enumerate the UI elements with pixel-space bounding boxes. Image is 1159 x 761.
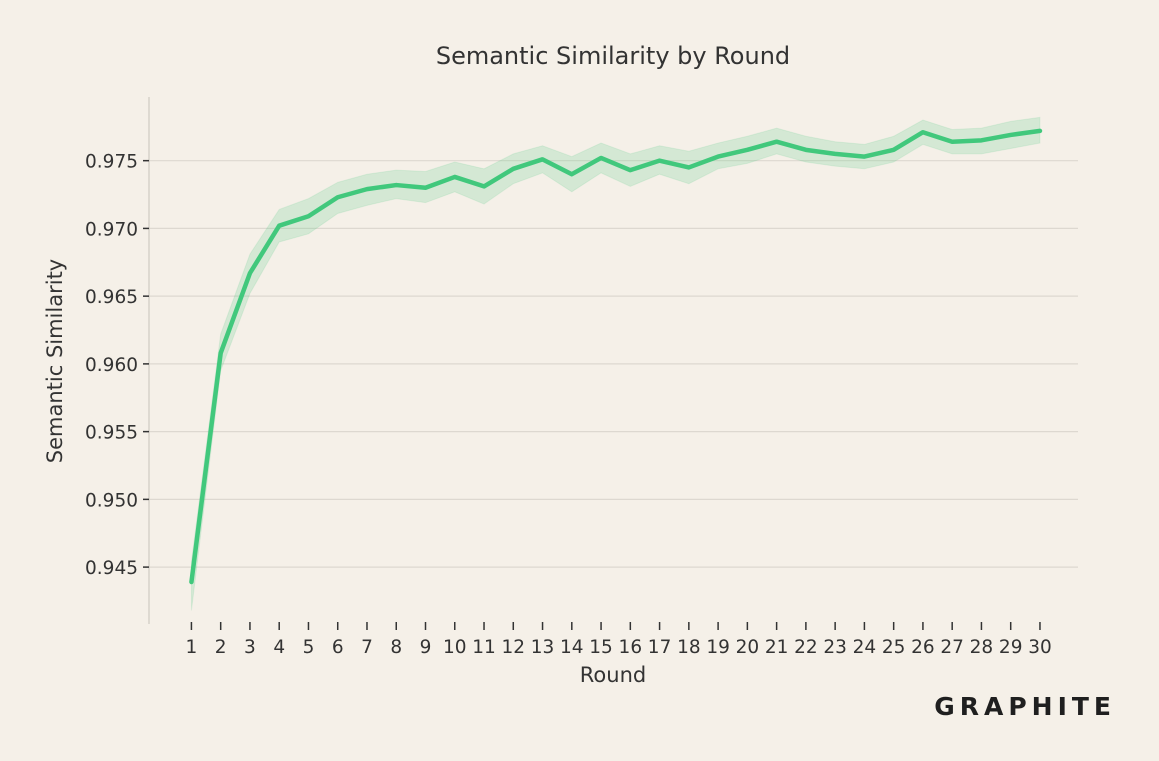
x-tick-label: 2	[215, 637, 227, 658]
confidence-band	[190, 116, 1041, 611]
data-point	[540, 157, 545, 161]
x-tick-label: 23	[823, 637, 847, 658]
x-tick-label: 6	[332, 637, 344, 658]
x-tick-label: 30	[1028, 637, 1052, 658]
x-tick-label: 25	[882, 637, 906, 658]
data-point	[306, 214, 311, 218]
data-point	[277, 224, 281, 228]
x-tick-label: 24	[853, 637, 877, 658]
data-point	[628, 168, 632, 172]
data-point	[1009, 133, 1013, 137]
data-point	[833, 152, 837, 156]
x-tick-label: 29	[999, 637, 1023, 658]
series-line	[189, 128, 1043, 585]
y-tick-label: 0.965	[85, 287, 138, 308]
y-tick-label: 0.955	[85, 423, 138, 444]
x-tick-label: 3	[244, 637, 256, 658]
data-point	[1038, 129, 1042, 133]
x-axis-label: Round	[580, 663, 646, 687]
x-tick-label: 9	[420, 637, 432, 658]
x-tick-label: 7	[361, 637, 373, 658]
data-point	[979, 138, 984, 142]
x-tick-label: 11	[472, 637, 496, 658]
data-point	[248, 271, 252, 275]
confidence-band-area	[190, 116, 1041, 611]
x-ticks: 1 2 3 4 5 6 7 8 9 10 11 12 13 14 15 16 17 18 19 20 21 22 23 24 2…	[186, 622, 1052, 658]
data-point	[482, 184, 486, 189]
data-point	[687, 165, 691, 170]
x-tick-label: 5	[303, 637, 315, 658]
x-tick-label: 13	[531, 637, 555, 658]
x-tick-label: 8	[390, 637, 402, 658]
data-point	[511, 167, 515, 171]
graphite-logo: GRAPHITE	[934, 692, 1116, 721]
x-tick-label: 15	[589, 637, 613, 658]
series-line-path	[189, 128, 1043, 585]
x-tick-label: 14	[560, 637, 584, 658]
x-tick-label: 28	[970, 637, 994, 658]
x-tick-label: 19	[706, 637, 730, 658]
data-point	[892, 148, 896, 152]
data-point	[599, 156, 603, 160]
data-point	[775, 140, 779, 144]
grid-lines	[149, 160, 1078, 568]
data-point	[219, 351, 223, 355]
x-tick-label: 4	[273, 637, 285, 658]
data-point	[862, 155, 867, 159]
y-tick-label: 0.945	[85, 558, 138, 579]
data-point	[394, 183, 398, 187]
x-tick-label: 26	[911, 637, 935, 658]
data-point	[716, 155, 720, 159]
data-point	[804, 148, 808, 152]
data-point	[365, 187, 369, 191]
x-tick-label: 10	[443, 637, 467, 658]
x-tick-label: 18	[677, 637, 701, 658]
data-point	[336, 195, 340, 199]
x-tick-label: 22	[794, 637, 818, 658]
y-tick-label: 0.970	[85, 219, 138, 240]
data-point	[189, 580, 194, 584]
data-point	[570, 172, 574, 176]
x-tick-label: 27	[940, 637, 964, 658]
x-tick-label: 12	[502, 637, 526, 658]
x-tick-label: 17	[648, 637, 672, 658]
x-tick-label: 1	[186, 637, 198, 658]
chart-title: Semantic Similarity by Round	[436, 42, 790, 70]
y-tick-label: 0.960	[85, 355, 138, 376]
data-point	[657, 159, 662, 163]
data-point	[745, 148, 749, 152]
data-point	[423, 186, 428, 190]
data-point	[453, 175, 457, 179]
data-point	[950, 140, 954, 144]
data-point	[921, 130, 925, 134]
y-ticks: 0.945 0.950 0.955 0.960 0.965 0.970 0.975	[85, 152, 149, 579]
x-tick-label: 21	[765, 637, 789, 658]
y-axis-label: Semantic Similarity	[43, 259, 67, 463]
y-tick-label: 0.950	[85, 490, 138, 511]
x-tick-label: 20	[736, 637, 760, 658]
y-tick-label: 0.975	[85, 152, 138, 173]
x-tick-label: 16	[619, 637, 643, 658]
